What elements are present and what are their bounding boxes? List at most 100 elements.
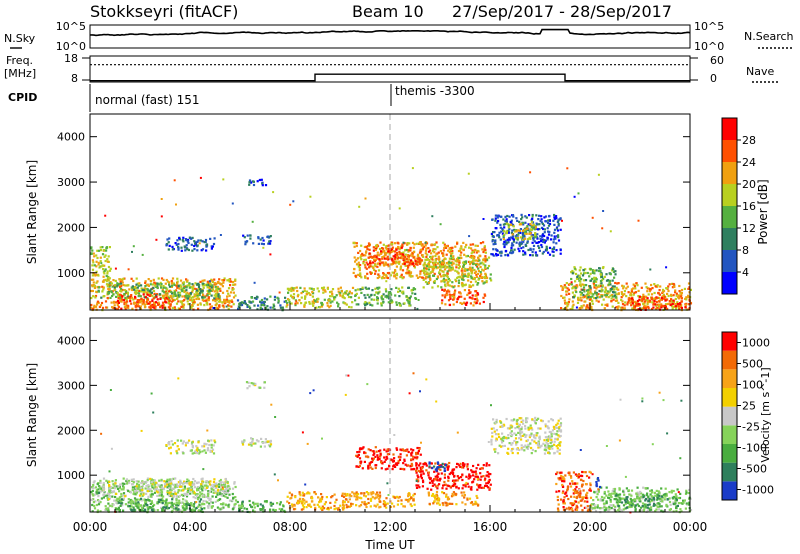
heatmap-cell	[180, 288, 183, 291]
heatmap-cell	[433, 272, 436, 275]
heatmap-cell	[399, 268, 402, 271]
heatmap-cell	[374, 272, 377, 275]
heatmap-cell	[175, 510, 178, 513]
heatmap-cell	[364, 266, 367, 269]
heatmap-cell	[351, 503, 354, 506]
heatmap-cell	[182, 303, 186, 306]
heatmap-cell	[227, 287, 231, 290]
heatmap-cell	[238, 507, 241, 510]
heatmap-cell	[217, 293, 220, 296]
heatmap-cell	[302, 494, 306, 497]
beam-label: Beam 10	[352, 2, 424, 21]
heatmap-cell	[290, 503, 294, 506]
heatmap-cell	[560, 285, 563, 288]
heatmap-cell	[224, 301, 227, 304]
heatmap-cell	[408, 261, 411, 264]
heatmap-cell	[153, 292, 156, 295]
heatmap-cell	[161, 304, 164, 307]
heatmap-cell	[138, 494, 142, 497]
power-colorbar-label: Power [dB]	[756, 179, 770, 244]
heatmap-cell	[432, 268, 435, 272]
heatmap-cell	[507, 224, 510, 227]
heatmap-cell	[585, 305, 588, 308]
heatmap-cell	[364, 304, 367, 307]
heatmap-cell	[177, 502, 180, 505]
heatmap-cell	[468, 474, 471, 477]
heatmap-cell	[157, 303, 160, 306]
heatmap-cell	[187, 238, 190, 241]
heatmap-cell	[143, 287, 146, 290]
heatmap-cell	[108, 489, 111, 492]
heatmap-cell	[98, 485, 101, 488]
heatmap-cell	[166, 288, 169, 291]
heatmap-cell	[343, 302, 346, 305]
heatmap-cell	[514, 235, 517, 238]
heatmap-cell	[97, 290, 100, 293]
heatmap-cell	[127, 295, 130, 298]
heatmap-cell	[173, 298, 176, 301]
heatmap-cell	[677, 294, 681, 297]
heatmap-cell	[272, 191, 275, 194]
heatmap-cell	[119, 289, 122, 292]
heatmap-cell	[448, 247, 451, 250]
heatmap-cell	[165, 290, 168, 293]
heatmap-cell	[376, 257, 379, 260]
heatmap-cell	[410, 454, 413, 457]
heatmap-cell	[151, 304, 154, 307]
heatmap-cell	[433, 281, 436, 284]
heatmap-cell	[176, 281, 179, 284]
heatmap-cell	[213, 478, 216, 481]
heatmap-cell	[358, 457, 362, 460]
heatmap-cell	[521, 237, 524, 240]
heatmap-cell	[162, 506, 166, 509]
heatmap-cell	[377, 273, 380, 276]
heatmap-cell	[120, 499, 123, 503]
heatmap-cell	[301, 500, 304, 503]
heatmap-cell	[398, 250, 401, 253]
heatmap-cell	[375, 450, 378, 453]
heatmap-cell	[395, 301, 398, 304]
heatmap-cell	[451, 293, 454, 297]
heatmap-cell	[182, 283, 185, 286]
heatmap-cell	[674, 297, 677, 301]
heatmap-cell	[308, 302, 311, 305]
heatmap-cell	[278, 291, 281, 294]
heatmap-cell	[122, 494, 125, 497]
heatmap-cell	[348, 498, 351, 501]
heatmap-cell	[637, 289, 640, 292]
heatmap-cell	[402, 505, 405, 508]
heatmap-cell	[645, 299, 648, 302]
heatmap-cell	[509, 220, 512, 224]
heatmap-cell	[232, 496, 235, 499]
heatmap-cell	[333, 296, 336, 299]
heatmap-cell	[414, 297, 418, 300]
heatmap-cell	[348, 305, 351, 309]
heatmap-cell	[104, 259, 107, 263]
heatmap-cell	[443, 279, 446, 282]
heatmap-cell	[409, 295, 412, 298]
heatmap-cell	[135, 504, 138, 507]
heatmap-cell	[627, 291, 630, 294]
heatmap-cell	[412, 287, 415, 290]
heatmap-cell	[130, 505, 133, 508]
heatmap-cell	[191, 283, 194, 286]
heatmap-cell	[398, 458, 402, 461]
heatmap-cell	[568, 282, 571, 286]
heatmap-cell	[447, 249, 450, 252]
heatmap-cell	[534, 236, 537, 239]
heatmap-cell	[118, 496, 121, 499]
heatmap-cell	[412, 455, 415, 458]
heatmap-cell	[250, 506, 254, 509]
heatmap-cell	[153, 510, 156, 513]
heatmap-cell	[329, 291, 332, 294]
heatmap-cell	[211, 284, 214, 287]
heatmap-cell	[642, 297, 646, 301]
heatmap-cell	[587, 306, 590, 309]
heatmap-cell	[439, 250, 442, 253]
heatmap-cell	[582, 268, 585, 272]
heatmap-cell	[126, 291, 129, 294]
heatmap-cell	[412, 497, 415, 500]
heatmap-cell	[611, 288, 614, 291]
heatmap-cell	[379, 264, 382, 267]
heatmap-cell	[288, 300, 291, 304]
